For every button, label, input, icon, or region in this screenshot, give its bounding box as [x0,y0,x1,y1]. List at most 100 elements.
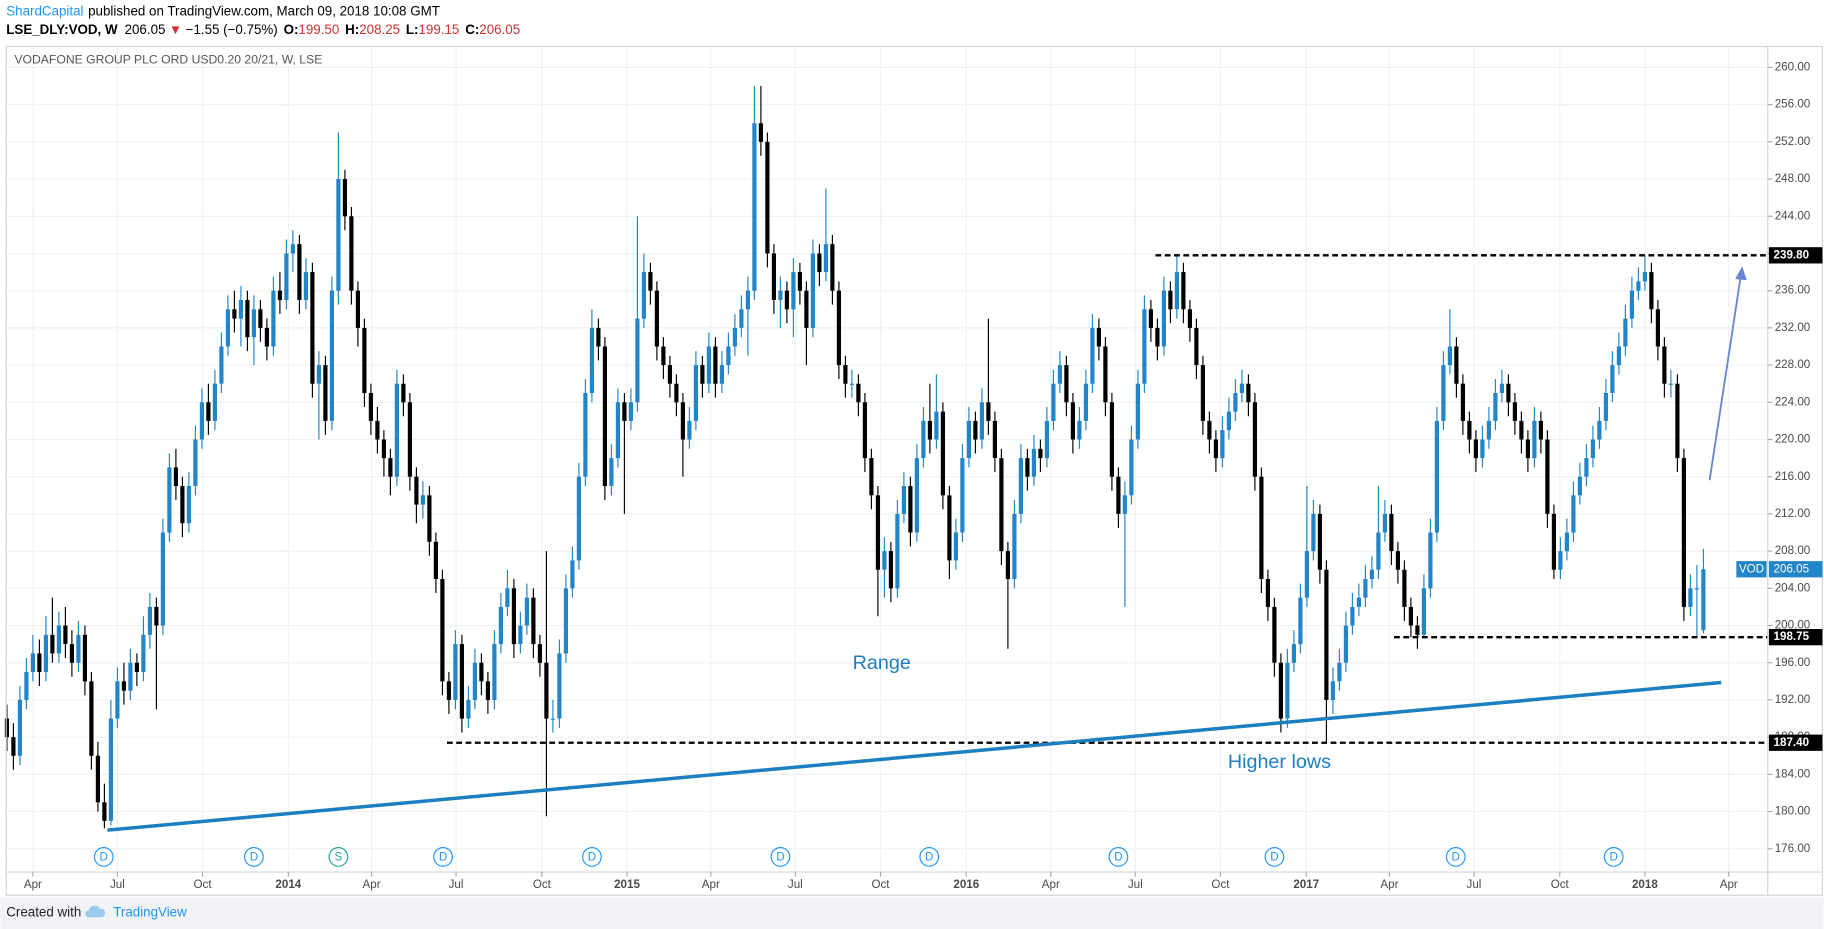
candle-body [1005,551,1010,580]
candle-body [1421,588,1426,635]
candle-body [667,365,672,384]
candle-body [1142,309,1147,384]
x-tick-label: Jul [1467,878,1482,891]
candle-body [1213,439,1218,459]
candle-body [1525,439,1530,459]
ohlc-value: 199.15 [419,22,460,37]
symbol-tag-label: VOD [1739,562,1764,575]
candle-body [297,244,302,300]
candle-body [1239,383,1244,393]
candle-body [1350,606,1355,626]
candle-body [245,299,250,338]
candle-body [531,597,536,645]
y-tick-label: 232.00 [1775,321,1811,334]
chart-frame [5,45,1823,896]
axes: 176.00180.00184.00188.00192.00196.00200.… [24,60,1823,891]
candle-body [479,662,484,682]
candle-body [336,179,341,291]
author[interactable]: ShardCapital [6,3,83,18]
footer-brand[interactable]: TradingView [113,904,187,919]
candle-body [102,802,107,821]
candle-body [1382,513,1387,533]
level-tag [1768,247,1823,264]
y-tick-label: 180.00 [1775,805,1811,818]
candle-body [1662,346,1667,384]
candle-body [576,476,581,561]
ohlc-value: 206.05 [479,22,520,37]
candle-body [706,346,711,384]
candle-body [1415,625,1420,635]
candle-body [316,365,321,384]
candle-body [1200,365,1205,421]
candle-body [128,662,133,691]
candle-body [589,327,594,393]
candle-body [11,737,16,756]
candle-body [1623,318,1628,347]
candle-body [596,327,601,347]
x-tick-label: 2017 [1293,878,1319,891]
candle-body [199,402,204,440]
candle-body [193,439,198,487]
x-tick-label: Apr [24,878,42,891]
candle-body [1077,420,1082,440]
candle-body [979,402,984,440]
candle-body [810,253,815,328]
candle-body [388,458,393,477]
level-tag [1768,629,1823,646]
candle-body [1051,383,1056,421]
candle-body [680,402,685,440]
event-marker [433,847,453,867]
event-marker [1108,847,1129,867]
candle-body [1187,309,1192,328]
candle-body [115,681,120,719]
candle-body [823,244,828,273]
ohlc-key: L: [406,22,419,37]
candle-body [1434,420,1439,533]
candle-body [1207,420,1212,440]
y-tick-label: 200.00 [1775,619,1811,632]
event-label: D [1270,851,1278,864]
candle-body [1499,383,1504,393]
candle-body [485,681,490,700]
candle-body [492,644,497,700]
candle-body [4,718,9,738]
arrow-head [1735,266,1747,281]
candle-body [1506,383,1511,403]
candle-body [375,420,380,440]
candle-body [947,495,952,561]
candle-body [648,272,653,291]
event-label: D [588,851,596,864]
candle-body [602,346,607,487]
candle-body [1194,327,1199,366]
candle-body [1551,513,1556,570]
candle-body [1688,588,1693,607]
candle-body [661,346,666,366]
candle-body [362,327,367,393]
footer-created: Created with [6,904,81,919]
candle-body [1272,606,1277,663]
y-tick-label: 244.00 [1775,209,1811,222]
candle-body [752,123,757,291]
candle-body [739,309,744,328]
candle-body [999,458,1004,552]
candle-body [440,579,445,682]
candle-body [121,681,126,691]
candle-body [791,272,796,310]
candle-body [1038,448,1043,459]
candle-body [1571,495,1576,533]
candle-body [1109,402,1114,477]
candle-body [544,662,549,719]
y-tick-label: 184.00 [1775,767,1811,780]
candle-body [225,309,230,347]
x-tick-label: Apr [1720,878,1738,891]
candle-body [89,681,94,756]
candle-body [1655,309,1660,347]
candle-body [459,644,464,719]
candle-body [186,486,191,524]
price-tag-label: 206.05 [1774,562,1810,575]
candle-body [570,560,575,589]
candle-body [453,644,458,700]
event-marker [244,847,264,867]
